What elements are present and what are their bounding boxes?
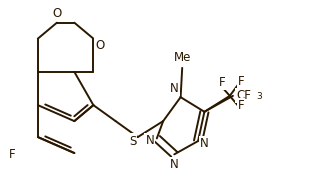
Text: N: N bbox=[146, 134, 154, 147]
Text: F: F bbox=[9, 148, 16, 161]
Text: N: N bbox=[170, 158, 179, 171]
Text: F: F bbox=[219, 76, 225, 89]
Text: CF: CF bbox=[236, 89, 251, 102]
Text: 3: 3 bbox=[257, 92, 262, 101]
Text: N: N bbox=[200, 137, 208, 150]
Text: Me: Me bbox=[173, 51, 191, 64]
Text: F: F bbox=[237, 99, 244, 112]
Text: F: F bbox=[237, 75, 244, 88]
Text: N: N bbox=[170, 81, 179, 94]
Text: O: O bbox=[95, 39, 104, 52]
Text: O: O bbox=[52, 7, 61, 20]
Text: S: S bbox=[129, 135, 136, 148]
